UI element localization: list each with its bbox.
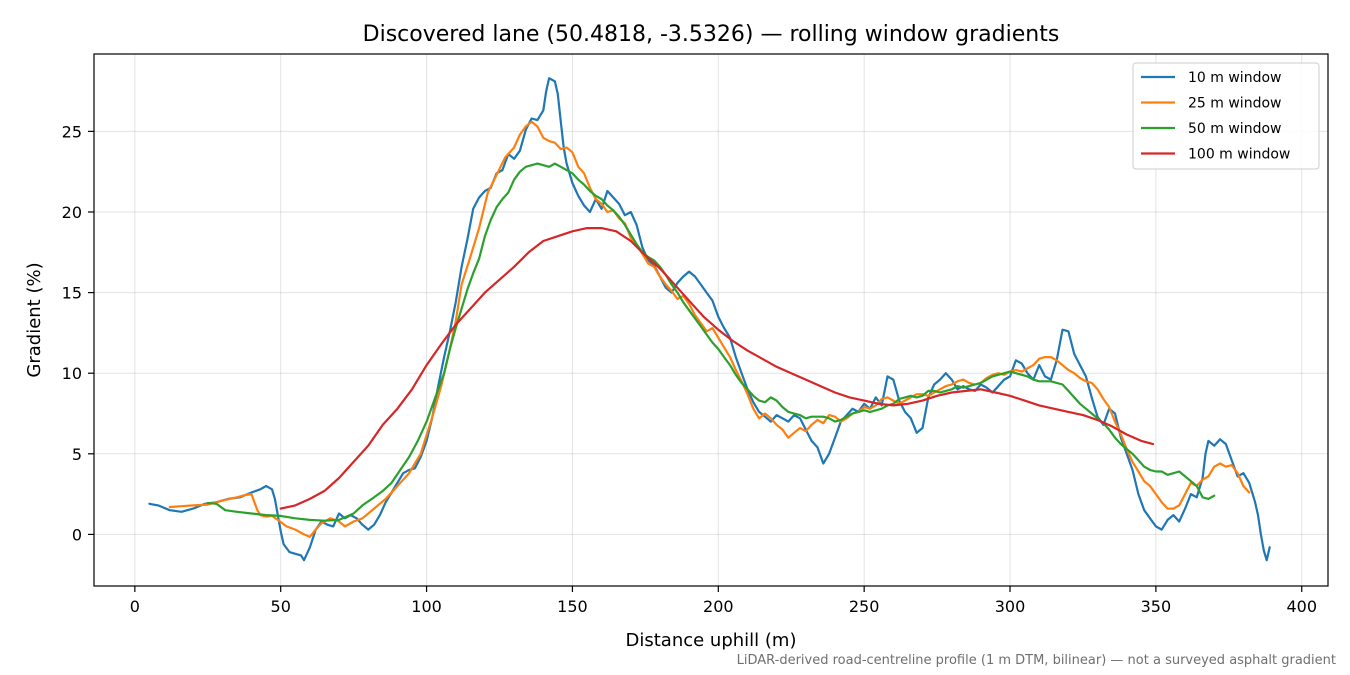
footnote: LiDAR-derived road-centreline profile (1… (737, 653, 1336, 668)
plot-frame (93, 53, 1329, 587)
chart-title: Discovered lane (50.4818, -3.5326) — rol… (363, 22, 1060, 47)
legend-label-2: 25 m window (1188, 96, 1281, 112)
legend-label-1: 10 m window (1188, 70, 1281, 86)
series-line-3 (206, 162, 1216, 522)
legend-label-4: 100 m window (1188, 147, 1290, 163)
x-tick-label: 100 (411, 597, 442, 616)
x-tick-label: 250 (849, 597, 880, 616)
legend-label-3: 50 m window (1188, 121, 1281, 137)
y-tick-label: 25 (62, 122, 82, 141)
x-tick-label: 350 (1141, 597, 1172, 616)
x-tick-label: 50 (271, 597, 291, 616)
y-tick-label: 0 (72, 525, 82, 544)
y-tick-label: 5 (72, 445, 82, 464)
y-axis-label: Gradient (%) (24, 262, 45, 377)
series-line-4 (279, 227, 1155, 510)
x-tick-label: 0 (130, 597, 140, 616)
x-axis-label: Distance uphill (m) (626, 630, 797, 651)
y-tick-label: 15 (62, 284, 82, 303)
x-tick-label: 300 (995, 597, 1026, 616)
x-tick-label: 150 (557, 597, 588, 616)
legend: 10 m window 25 m window 50 m window 100 m w… (1132, 62, 1320, 170)
x-tick-label: 200 (703, 597, 734, 616)
legend-box (1132, 62, 1320, 170)
y-tick-label: 20 (62, 203, 82, 222)
x-tick-label: 400 (1286, 597, 1317, 616)
series-layer (148, 77, 1271, 562)
y-tick-label: 10 (62, 364, 82, 383)
axis-ticks: 0 50 100 150 200 250 300 350 400 0 5 10 15 20 25 (62, 122, 1317, 616)
series-line-2 (168, 120, 1251, 538)
